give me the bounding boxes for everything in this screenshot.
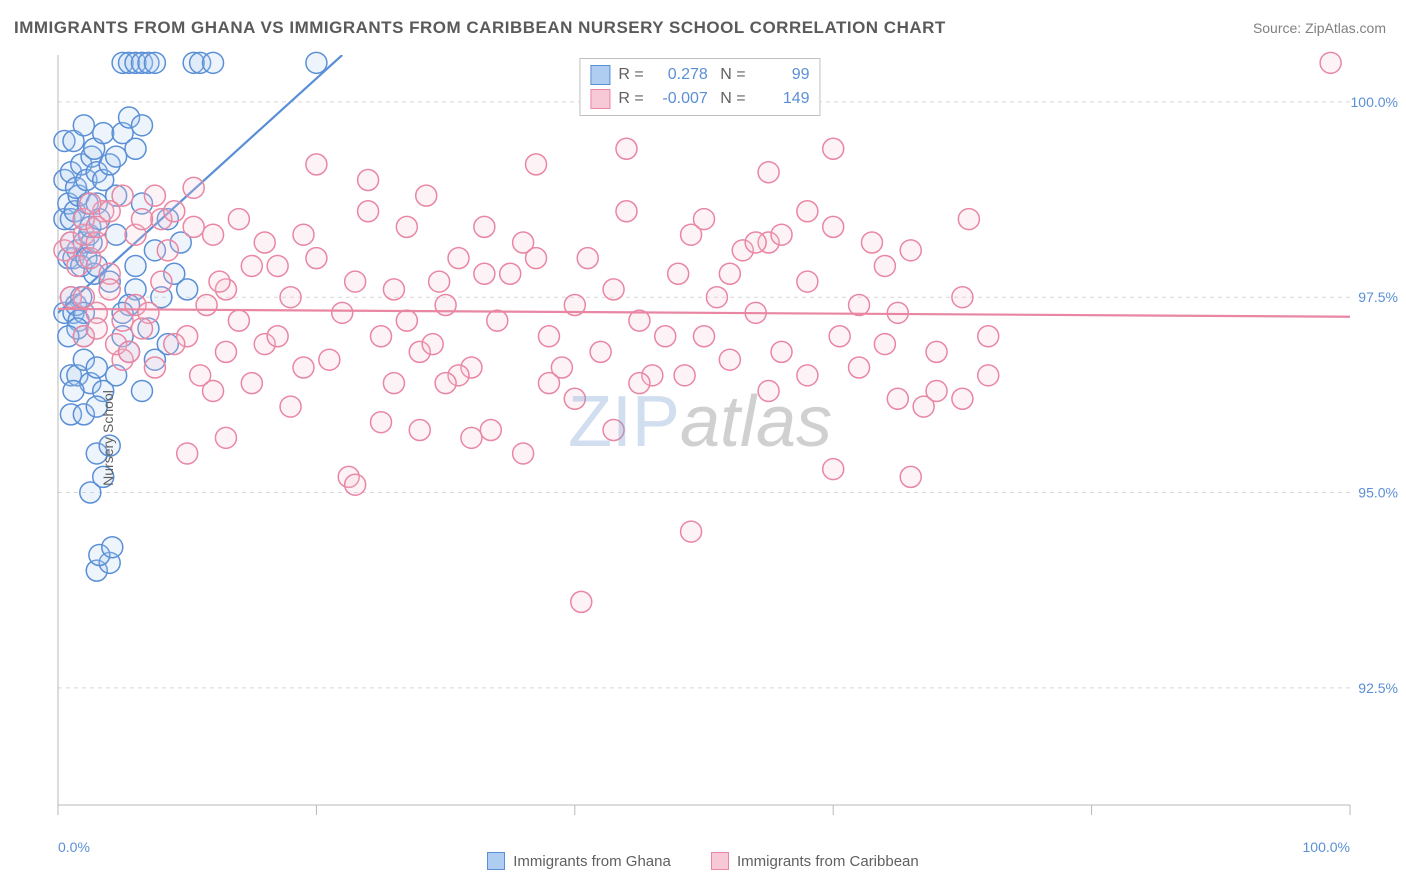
stats-n-value-ghana: 99 (754, 66, 810, 84)
legend-label-caribbean: Immigrants from Caribbean (737, 853, 919, 870)
stats-n-label: N = (716, 66, 746, 84)
plot-area: Nursery School 92.5%95.0%97.5%100.0%0.0%… (50, 55, 1350, 820)
legend-swatch-ghana (487, 852, 505, 870)
stats-r-label: R = (618, 90, 643, 108)
svg-text:100.0%: 100.0% (1351, 94, 1398, 110)
stats-swatch-caribbean (590, 89, 610, 109)
stats-n-label: N = (716, 90, 746, 108)
chart-svg: 92.5%95.0%97.5%100.0%0.0%100.0% (50, 55, 1350, 820)
stats-n-value-caribbean: 149 (754, 90, 810, 108)
y-axis-label: Nursery School (100, 390, 116, 486)
legend-swatch-caribbean (711, 852, 729, 870)
source-attribution: Source: ZipAtlas.com (1253, 20, 1386, 36)
svg-text:97.5%: 97.5% (1358, 289, 1398, 305)
stats-r-value-ghana: 0.278 (652, 66, 708, 84)
legend-label-ghana: Immigrants from Ghana (513, 853, 671, 870)
svg-text:95.0%: 95.0% (1358, 485, 1398, 501)
stats-row-caribbean: R = -0.007 N = 149 (590, 87, 809, 111)
legend-item-ghana: Immigrants from Ghana (487, 852, 671, 870)
stats-r-label: R = (618, 66, 643, 84)
chart-title: IMMIGRANTS FROM GHANA VS IMMIGRANTS FROM… (14, 18, 946, 38)
stats-row-ghana: R = 0.278 N = 99 (590, 63, 809, 87)
bottom-legend: Immigrants from Ghana Immigrants from Ca… (0, 852, 1406, 874)
stats-legend: R = 0.278 N = 99 R = -0.007 N = 149 (579, 58, 820, 116)
stats-r-value-caribbean: -0.007 (652, 90, 708, 108)
stats-swatch-ghana (590, 65, 610, 85)
legend-item-caribbean: Immigrants from Caribbean (711, 852, 919, 870)
svg-text:92.5%: 92.5% (1358, 680, 1398, 696)
